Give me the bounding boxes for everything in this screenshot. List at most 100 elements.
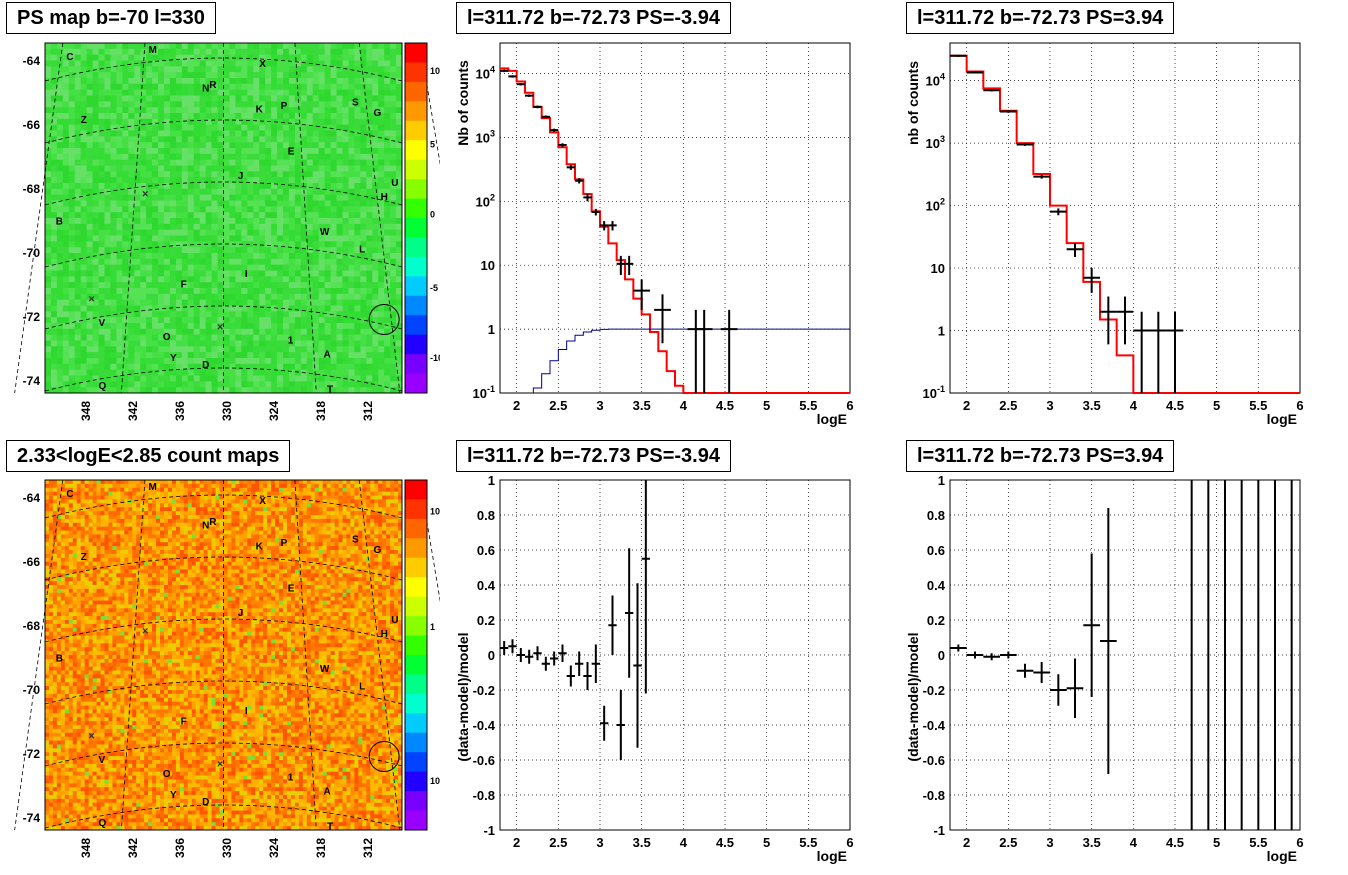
data-point — [608, 595, 617, 655]
y-tick-label: 10-1 — [923, 384, 945, 401]
x-tick-label: 5.5 — [799, 398, 817, 413]
data-point — [983, 653, 1000, 661]
data-point — [500, 69, 509, 73]
source-label: Y — [170, 353, 177, 364]
data-point — [1150, 311, 1167, 393]
y-tick-label: 10 — [481, 258, 495, 273]
x-tick-label: 4.5 — [1166, 835, 1184, 850]
map-texture — [45, 43, 403, 394]
plot-frame — [949, 42, 1301, 394]
x-tick-label: 3 — [596, 398, 603, 413]
ps-map-panel: C M X N R K P S G Z E J UH B W L I F V O 1 A Y D Q T × × × -64 -66 -68 -… — [14, 42, 440, 421]
data-point — [950, 644, 967, 652]
x-tick-label: 4.5 — [716, 398, 734, 413]
data-point — [550, 651, 559, 666]
plot-frame — [499, 479, 851, 831]
data-point — [533, 105, 542, 109]
data-point — [1133, 311, 1150, 393]
y-tick-label: 0 — [938, 648, 945, 663]
source-label: M — [149, 482, 157, 493]
x-tick-label: 6 — [846, 398, 853, 413]
map-x-tick: 324 — [267, 838, 281, 858]
source-label: 1 — [288, 773, 294, 784]
y-tick-label: 102 — [476, 192, 495, 209]
data-point — [500, 641, 509, 655]
source-cross: × — [142, 189, 148, 201]
map-y-tick: -70 — [23, 683, 41, 697]
data-point — [1116, 296, 1134, 345]
x-tick-label: 2.5 — [549, 835, 567, 850]
data-point — [525, 94, 534, 97]
x-tick-label: 3.5 — [633, 835, 651, 850]
source-label: K — [256, 105, 264, 116]
data-point — [633, 279, 650, 310]
y-tick-label: -0.8 — [923, 788, 945, 803]
y-tick-label: 1 — [488, 473, 495, 488]
data-point — [550, 128, 559, 132]
data-point — [591, 208, 600, 216]
data-point — [1066, 658, 1084, 718]
source-label: U — [391, 178, 398, 189]
x-tick-label: 2 — [513, 835, 520, 850]
y-tick-label: 0.4 — [927, 578, 946, 593]
x-tick-label: 4 — [680, 398, 688, 413]
map-y-tick: -70 — [23, 246, 41, 260]
map-x-tick: 330 — [220, 401, 234, 421]
x-tick-label: 4 — [1130, 398, 1138, 413]
map-x-tick: 342 — [126, 401, 140, 421]
map-y-tick: -64 — [23, 491, 41, 505]
data-point — [720, 309, 738, 393]
source-label: G — [373, 545, 381, 556]
color-scale-tick: 10-1 — [430, 775, 440, 786]
source-label: R — [209, 517, 217, 528]
map-y-tick: -72 — [23, 747, 41, 761]
source-label: P — [281, 101, 288, 112]
y-tick-label: 1 — [488, 322, 495, 337]
source-label: W — [320, 664, 330, 675]
y-tick-label: 1 — [938, 473, 945, 488]
data-point — [641, 480, 650, 694]
map-x-tick: 312 — [361, 401, 375, 421]
source-label: C — [66, 489, 73, 500]
map-x-tick: 348 — [79, 401, 93, 421]
source-label: Q — [99, 381, 107, 392]
y-tick-label: 1 — [938, 324, 945, 339]
map-x-tick: 318 — [314, 838, 328, 858]
source-label: Q — [99, 818, 107, 829]
data-point — [600, 221, 609, 231]
y-tick-label: -0.2 — [473, 683, 495, 698]
color-scale-tick: 10 — [430, 66, 440, 76]
data-point — [575, 651, 584, 676]
source-cross: × — [88, 294, 94, 306]
source-label: N — [202, 521, 209, 532]
x-tick-label: 5.5 — [1249, 835, 1267, 850]
source-label: B — [56, 654, 63, 665]
x-tick-label: 2.5 — [999, 398, 1017, 413]
y-tick-label: -0.6 — [923, 753, 945, 768]
y-tick-label: 0.8 — [927, 508, 945, 523]
map-x-tick: 336 — [173, 838, 187, 858]
source-label: Y — [170, 790, 177, 801]
data-point — [583, 194, 592, 202]
count-map-title: 2.33<logE<2.85 count maps — [6, 440, 291, 472]
x-axis-label: logE — [1267, 411, 1297, 427]
data-point — [575, 178, 584, 184]
y-axis-label: (data-model)/model — [905, 632, 921, 761]
source-label: A — [323, 350, 330, 361]
data-point — [600, 705, 609, 741]
residual-pos-title: l=311.72 b=-72.73 PS=3.94 — [906, 440, 1175, 472]
map-frame — [44, 42, 403, 394]
x-tick-label: 2 — [513, 398, 520, 413]
source-label: O — [163, 332, 171, 343]
source-label: F — [181, 717, 187, 728]
residual-neg-title: l=311.72 b=-72.73 PS=-3.94 — [456, 440, 731, 472]
x-tick-label: 5.5 — [799, 835, 817, 850]
source-label: T — [327, 385, 333, 396]
source-label: L — [359, 682, 365, 693]
data-point — [1066, 243, 1084, 258]
y-axis-label: nb of counts — [905, 61, 921, 145]
source-label: P — [281, 538, 288, 549]
color-scale-tick: -10 — [430, 353, 440, 363]
color-scale-bar — [405, 43, 427, 394]
